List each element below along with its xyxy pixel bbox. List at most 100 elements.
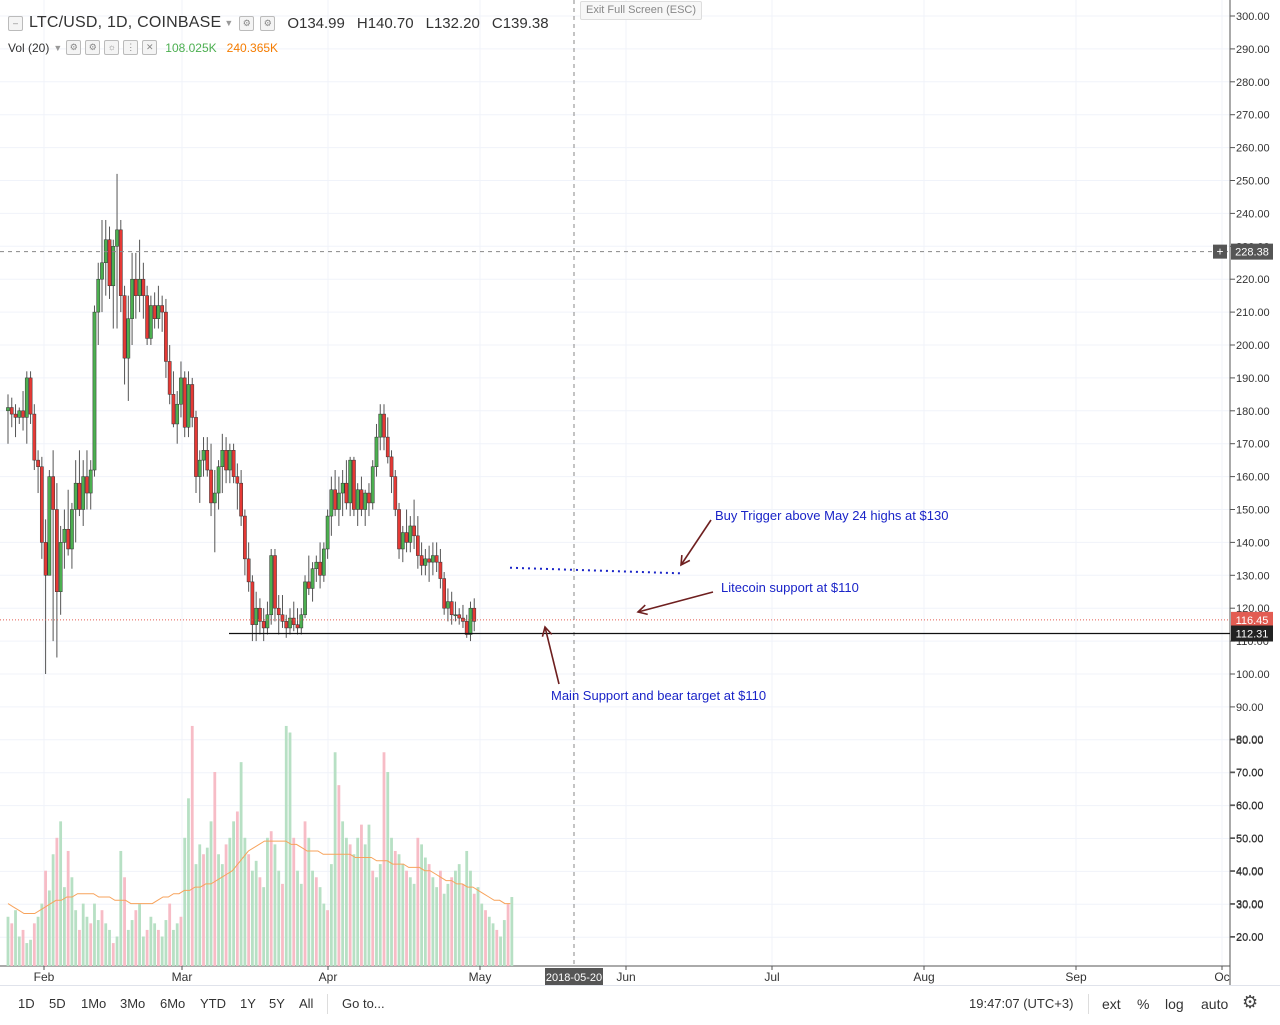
percent-toggle[interactable]: % bbox=[1137, 996, 1150, 1012]
volume-bar bbox=[345, 837, 348, 966]
volume-bar bbox=[333, 752, 337, 966]
timeframe-all[interactable]: All bbox=[299, 996, 314, 1011]
candle-body bbox=[276, 607, 281, 616]
price-tick-label: 150.00 bbox=[1236, 505, 1270, 517]
volume-bar bbox=[228, 837, 232, 966]
candle-body bbox=[370, 466, 375, 504]
volume-bar bbox=[149, 916, 153, 966]
volume-bar bbox=[14, 910, 17, 966]
timeframe-1y[interactable]: 1Y bbox=[240, 996, 256, 1011]
price-tick-label: 40.00 bbox=[1236, 866, 1264, 878]
candle-body bbox=[400, 532, 405, 550]
close-icon[interactable]: ✕ bbox=[142, 40, 158, 55]
volume-bar bbox=[25, 943, 29, 966]
volume-bar bbox=[59, 821, 63, 966]
volume-bar bbox=[89, 923, 93, 966]
price-tick-label: 90.00 bbox=[1236, 702, 1264, 714]
volume-bar bbox=[108, 929, 111, 966]
chevron-down-icon[interactable]: ▼ bbox=[53, 42, 63, 53]
annotation-litecoin-support[interactable]: Litecoin support at $110 bbox=[721, 580, 859, 595]
volume-bar bbox=[138, 903, 141, 966]
timeframe-1mo[interactable]: 1Mo bbox=[81, 996, 107, 1011]
volume-bar bbox=[258, 877, 262, 966]
annotation-main-support[interactable]: Main Support and bear target at $110 bbox=[551, 688, 767, 703]
volume-bar bbox=[341, 821, 345, 966]
candle-body bbox=[118, 229, 123, 296]
candle-body bbox=[299, 614, 304, 629]
volume-bar bbox=[311, 870, 314, 966]
candle-body bbox=[325, 515, 330, 550]
timeframe-5y[interactable]: 5Y bbox=[269, 996, 285, 1011]
volume-bar bbox=[435, 887, 439, 966]
candle-body bbox=[337, 492, 341, 510]
settings-icon[interactable]: ⚙ bbox=[66, 40, 82, 55]
chevron-down-icon[interactable]: ▼ bbox=[224, 18, 234, 28]
candle-body bbox=[43, 542, 48, 576]
candle-body bbox=[28, 377, 33, 415]
timeframe-5d[interactable]: 5D bbox=[49, 996, 66, 1011]
candle-body bbox=[197, 459, 202, 477]
volume-bar bbox=[439, 870, 442, 966]
candle-body bbox=[73, 482, 78, 510]
candle-body bbox=[449, 601, 454, 616]
volume-tick-label: 20.00 bbox=[1236, 932, 1264, 944]
settings-icon[interactable]: ⚙ bbox=[239, 15, 255, 31]
goto-button[interactable]: Go to... bbox=[342, 996, 385, 1011]
volume-bar bbox=[111, 943, 115, 966]
volume-bar bbox=[217, 854, 220, 966]
candle-body bbox=[250, 581, 255, 625]
exit-fullscreen-button[interactable]: Exit Full Screen (ESC) bbox=[580, 1, 703, 20]
timeframe-ytd[interactable]: YTD bbox=[200, 996, 226, 1011]
candle-body bbox=[344, 482, 349, 504]
time-tick-label: Jun bbox=[616, 970, 635, 984]
support-price-label: 112.31 bbox=[1236, 629, 1269, 641]
volume-bar bbox=[367, 824, 371, 966]
candle-body bbox=[288, 617, 292, 629]
arrow-buy-trigger-head bbox=[680, 554, 691, 567]
symbol-label[interactable]: LTC/USD, 1D, COINBASE bbox=[29, 14, 222, 31]
arrow-main-support bbox=[544, 626, 560, 685]
volume-bar bbox=[284, 725, 288, 966]
volume-bar bbox=[21, 929, 25, 966]
candle-body bbox=[32, 413, 37, 461]
candle-body bbox=[190, 384, 195, 418]
timeframe-3mo[interactable]: 3Mo bbox=[120, 996, 146, 1011]
candle-body bbox=[408, 525, 413, 543]
volume-bar bbox=[510, 897, 514, 966]
source-icon[interactable]: ⚙ bbox=[85, 40, 101, 55]
log-toggle[interactable]: log bbox=[1165, 996, 1184, 1012]
candle-body bbox=[137, 278, 142, 296]
volume-bar bbox=[307, 837, 311, 966]
collapse-icon[interactable]: – bbox=[8, 15, 23, 31]
volume-bar bbox=[247, 854, 251, 966]
more-icon[interactable]: ⋮ bbox=[123, 40, 139, 55]
volume-label[interactable]: Vol (20) bbox=[8, 40, 50, 55]
ext-toggle[interactable]: ext bbox=[1102, 996, 1121, 1012]
gear-icon[interactable]: ⚙ bbox=[1242, 992, 1259, 1012]
auto-toggle[interactable]: auto bbox=[1201, 996, 1229, 1012]
arrow-litecoin-support-head bbox=[636, 604, 648, 616]
candle-body bbox=[216, 466, 221, 494]
candle-body bbox=[303, 581, 307, 616]
last-price-label: 116.45 bbox=[1236, 615, 1269, 627]
clock-time: 19:47:07 (UTC+3) bbox=[969, 996, 1074, 1011]
candle-body bbox=[378, 413, 383, 438]
volume-bar bbox=[157, 929, 160, 966]
volume-bar bbox=[126, 929, 130, 966]
volume-bar bbox=[329, 864, 333, 966]
timeframe-1d[interactable]: 1D bbox=[18, 996, 35, 1011]
candle-body bbox=[265, 614, 270, 629]
annotation-buy-trigger[interactable]: Buy Trigger above May 24 highs at $130 bbox=[715, 508, 949, 523]
candle-body bbox=[130, 278, 134, 319]
settings-icon-2[interactable]: ⚙ bbox=[260, 15, 276, 31]
divider bbox=[327, 994, 328, 1014]
candle-body bbox=[419, 555, 424, 566]
volume-bar bbox=[254, 860, 258, 966]
timeframe-6mo[interactable]: 6Mo bbox=[160, 996, 186, 1011]
volume-bar bbox=[393, 850, 397, 966]
volume-bar bbox=[292, 837, 296, 966]
eye-icon[interactable]: ☼ bbox=[104, 40, 120, 55]
candle-body bbox=[412, 525, 416, 537]
plus-icon: + bbox=[1216, 245, 1223, 259]
